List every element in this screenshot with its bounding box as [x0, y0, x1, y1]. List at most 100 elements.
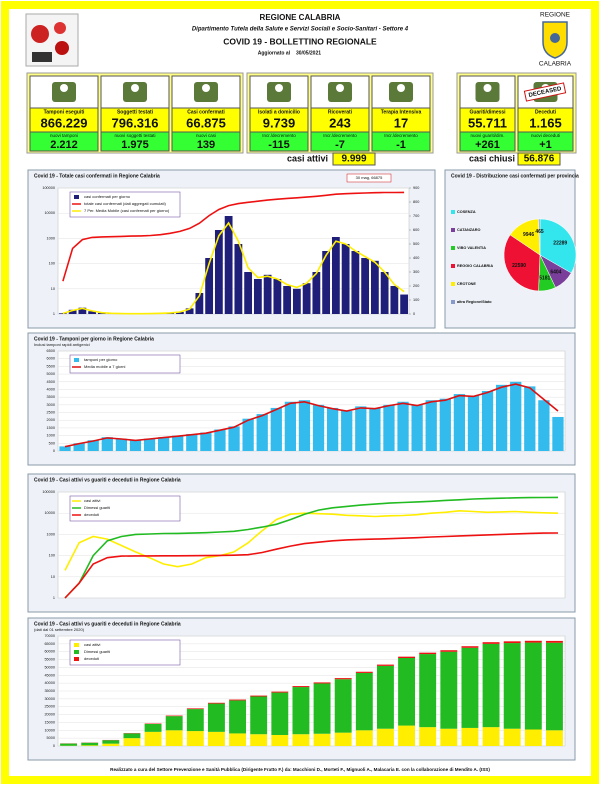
bar: [229, 700, 247, 734]
annotation-box: [346, 173, 392, 183]
y-tick-label: 100000: [42, 490, 55, 494]
legend-box: [69, 191, 181, 218]
bar: [102, 743, 120, 746]
y-tick-label: 5000: [47, 372, 55, 376]
chart-title: Covid 19 - Casi attivi vs guariti e dece…: [34, 621, 181, 627]
bar: [270, 407, 282, 451]
bar: [81, 742, 99, 746]
pie-value-label: 465: [535, 229, 544, 235]
y-tick-label: 1000: [47, 434, 55, 438]
summary-value: 9.999: [341, 154, 366, 165]
stat-sub: [249, 131, 309, 152]
legend-swatch: [451, 228, 455, 232]
y-tick-label: 100000: [42, 186, 55, 190]
bar: [157, 437, 170, 451]
header-department: Dipartimento Tutela della Salute e Servi…: [192, 27, 409, 33]
legend-label: COSENZA: [457, 210, 476, 214]
y-tick-label: 4500: [47, 380, 55, 384]
stat-label: Ricoverati: [328, 109, 353, 115]
bar: [129, 440, 142, 451]
bar: [398, 656, 416, 658]
pie-slice: [503, 234, 541, 292]
y-tick-label: 40000: [44, 681, 55, 685]
bar: [482, 643, 500, 728]
y-tick-label: 45000: [44, 673, 55, 677]
bar: [524, 729, 542, 746]
line: [64, 509, 559, 571]
stamp: [523, 82, 567, 102]
y-tick-label: 20000: [44, 713, 55, 717]
bar: [205, 258, 214, 314]
summary-box: [517, 152, 561, 166]
bar: [186, 731, 204, 746]
legend-swatch: [74, 643, 79, 647]
bar: [186, 709, 204, 732]
y-tick-label: 15000: [44, 720, 55, 724]
legend-label: casi attivi: [84, 642, 101, 647]
bar: [229, 699, 247, 701]
chart-title: Covid 19 - Distribuzione casi confermati…: [451, 173, 579, 179]
bar: [461, 646, 479, 648]
bar: [510, 381, 522, 451]
bar: [123, 738, 141, 746]
legend-swatch: [451, 210, 455, 214]
stat-main: [29, 107, 99, 133]
y-tick-label: 1000: [47, 532, 55, 536]
chart-subtitle: Inclusi tamponi rapidi antigenici: [34, 342, 90, 347]
bar: [400, 294, 409, 314]
bar: [376, 728, 394, 746]
stat-sub: [459, 131, 516, 152]
bar: [60, 743, 78, 746]
y-tick-label: 3000: [47, 403, 55, 407]
bar: [524, 640, 542, 643]
bar: [419, 727, 437, 746]
stat-sub: [171, 131, 241, 152]
bar: [271, 735, 289, 746]
bar: [143, 438, 156, 451]
stat-icon: [202, 84, 210, 92]
bar: [253, 279, 262, 314]
bar: [334, 679, 352, 733]
stat-label: Tamponi eseguiti: [44, 109, 85, 115]
bar: [78, 307, 87, 314]
bar: [545, 642, 563, 731]
logo-text: CALABRIA: [539, 61, 572, 68]
bar: [115, 438, 128, 451]
bar: [376, 665, 394, 729]
y-tick-label: 10000: [44, 728, 55, 732]
legend-box: [69, 639, 181, 666]
stat-icon: [397, 84, 405, 92]
y2-tick-label: 900: [413, 186, 419, 190]
y2-tick-label: 400: [413, 256, 419, 260]
bar: [355, 406, 367, 451]
bar: [186, 708, 204, 710]
y2-tick-label: 700: [413, 214, 419, 218]
bar: [256, 414, 268, 451]
bar: [73, 443, 85, 451]
stat-sub: [100, 131, 170, 152]
legend-label: 7 Per. Media Mobile (casi confermati per…: [84, 208, 170, 213]
bar: [165, 716, 183, 731]
bar: [322, 251, 331, 314]
bar: [503, 641, 521, 644]
bar: [101, 437, 113, 451]
bar: [341, 411, 353, 451]
bar: [292, 734, 310, 746]
stat-sublabel: Incr./decremento: [262, 133, 296, 138]
bar: [224, 216, 233, 314]
bar: [284, 401, 297, 451]
stat-value: 55.711: [468, 115, 507, 130]
bar: [144, 724, 162, 732]
stat-sublabel: Incr./decremento: [384, 133, 418, 138]
bar: [425, 400, 437, 451]
bar: [68, 309, 77, 314]
summary-box: [332, 152, 376, 166]
bar: [214, 230, 223, 314]
bar: [207, 702, 225, 704]
legend-label: Dimessi guariti: [84, 649, 110, 654]
stat-main: [371, 107, 431, 133]
bar: [361, 258, 370, 314]
stat-icon: [483, 84, 492, 92]
